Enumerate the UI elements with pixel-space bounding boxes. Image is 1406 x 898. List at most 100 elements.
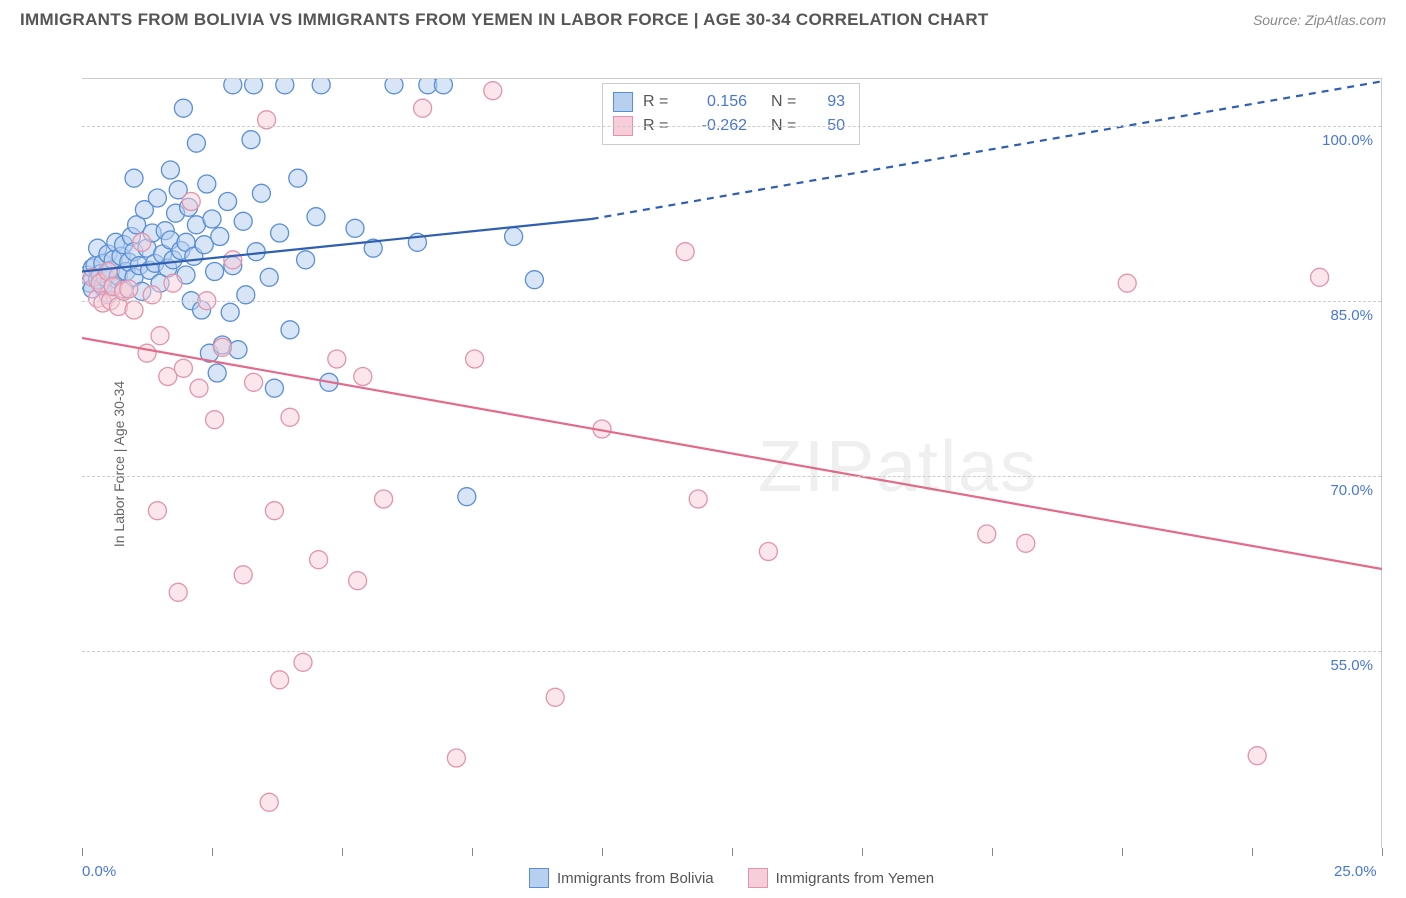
y-tick-label: 55.0% [1330,657,1373,674]
data-point [349,572,367,590]
gridline-horizontal [82,126,1381,127]
data-point [434,79,452,94]
correlation-box: R =0.156N =93R =-0.262N =50 [602,83,860,145]
data-point [224,79,242,94]
x-tick [212,848,213,856]
x-tick [82,848,83,856]
data-point [1248,747,1266,765]
data-point [245,79,263,94]
y-tick-label: 100.0% [1322,132,1373,149]
correlation-row: R =0.156N =93 [613,90,845,114]
data-point [260,268,278,286]
n-value: 93 [815,93,845,111]
data-point [676,243,694,261]
data-point [125,169,143,187]
data-point [187,134,205,152]
x-tick [1382,848,1383,856]
data-point [312,79,330,94]
data-point [354,368,372,386]
data-point [148,189,166,207]
trend-line [82,338,1382,569]
x-tick [1252,848,1253,856]
data-point [271,224,289,242]
data-point [1017,534,1035,552]
data-point [169,583,187,601]
data-point [234,212,252,230]
legend-swatch [529,868,549,888]
data-point [525,271,543,289]
source-label: Source: ZipAtlas.com [1253,12,1386,28]
data-point [414,99,432,117]
data-point [458,488,476,506]
series-swatch [613,92,633,112]
data-point [281,321,299,339]
x-tick [1122,848,1123,856]
x-tick-label: 0.0% [82,863,116,880]
data-point [203,210,221,228]
data-point [164,274,182,292]
data-point [289,169,307,187]
data-point [182,193,200,211]
legend-label: Immigrants from Bolivia [557,870,714,887]
x-tick-label: 25.0% [1334,863,1377,880]
x-tick [342,848,343,856]
legend-swatch [748,868,768,888]
data-point [447,749,465,767]
data-point [310,551,328,569]
chart-container: In Labor Force | Age 30-34 ZIPatlas R =0… [20,36,1386,898]
data-point [234,566,252,584]
data-point [1118,274,1136,292]
data-point [190,379,208,397]
data-point [198,175,216,193]
data-point [138,344,156,362]
data-point [1311,268,1329,286]
data-point [294,653,312,671]
data-point [265,379,283,397]
data-point [385,79,403,94]
data-point [133,233,151,251]
gridline-horizontal [82,476,1381,477]
x-tick [602,848,603,856]
x-tick [472,848,473,856]
chart-header: IMMIGRANTS FROM BOLIVIA VS IMMIGRANTS FR… [0,0,1406,36]
legend-bottom: Immigrants from Bolivia Immigrants from Y… [82,868,1381,888]
gridline-horizontal [82,301,1381,302]
data-point [252,184,270,202]
legend-item: Immigrants from Yemen [748,868,934,888]
data-point [161,161,179,179]
y-tick-label: 85.0% [1330,307,1373,324]
data-point [307,208,325,226]
data-point [208,364,226,382]
data-point [221,303,239,321]
data-point [242,131,260,149]
data-point [211,228,229,246]
legend-item: Immigrants from Bolivia [529,868,714,888]
data-point [174,99,192,117]
gridline-horizontal [82,651,1381,652]
r-value: 0.156 [687,93,747,111]
data-point [689,490,707,508]
data-point [224,251,242,269]
x-tick [862,848,863,856]
data-point [125,301,143,319]
data-point [271,671,289,689]
n-label: N = [771,93,805,111]
data-point [505,228,523,246]
data-point [759,543,777,561]
data-point [346,219,364,237]
y-tick-label: 70.0% [1330,482,1373,499]
legend-label: Immigrants from Yemen [776,870,934,887]
data-point [281,408,299,426]
data-point [213,338,231,356]
scatter-svg [82,79,1382,849]
data-point [219,193,237,211]
data-point [206,411,224,429]
data-point [466,350,484,368]
data-point [375,490,393,508]
data-point [148,502,166,520]
data-point [276,79,294,94]
data-point [174,359,192,377]
data-point [151,327,169,345]
data-point [297,251,315,269]
data-point [546,688,564,706]
